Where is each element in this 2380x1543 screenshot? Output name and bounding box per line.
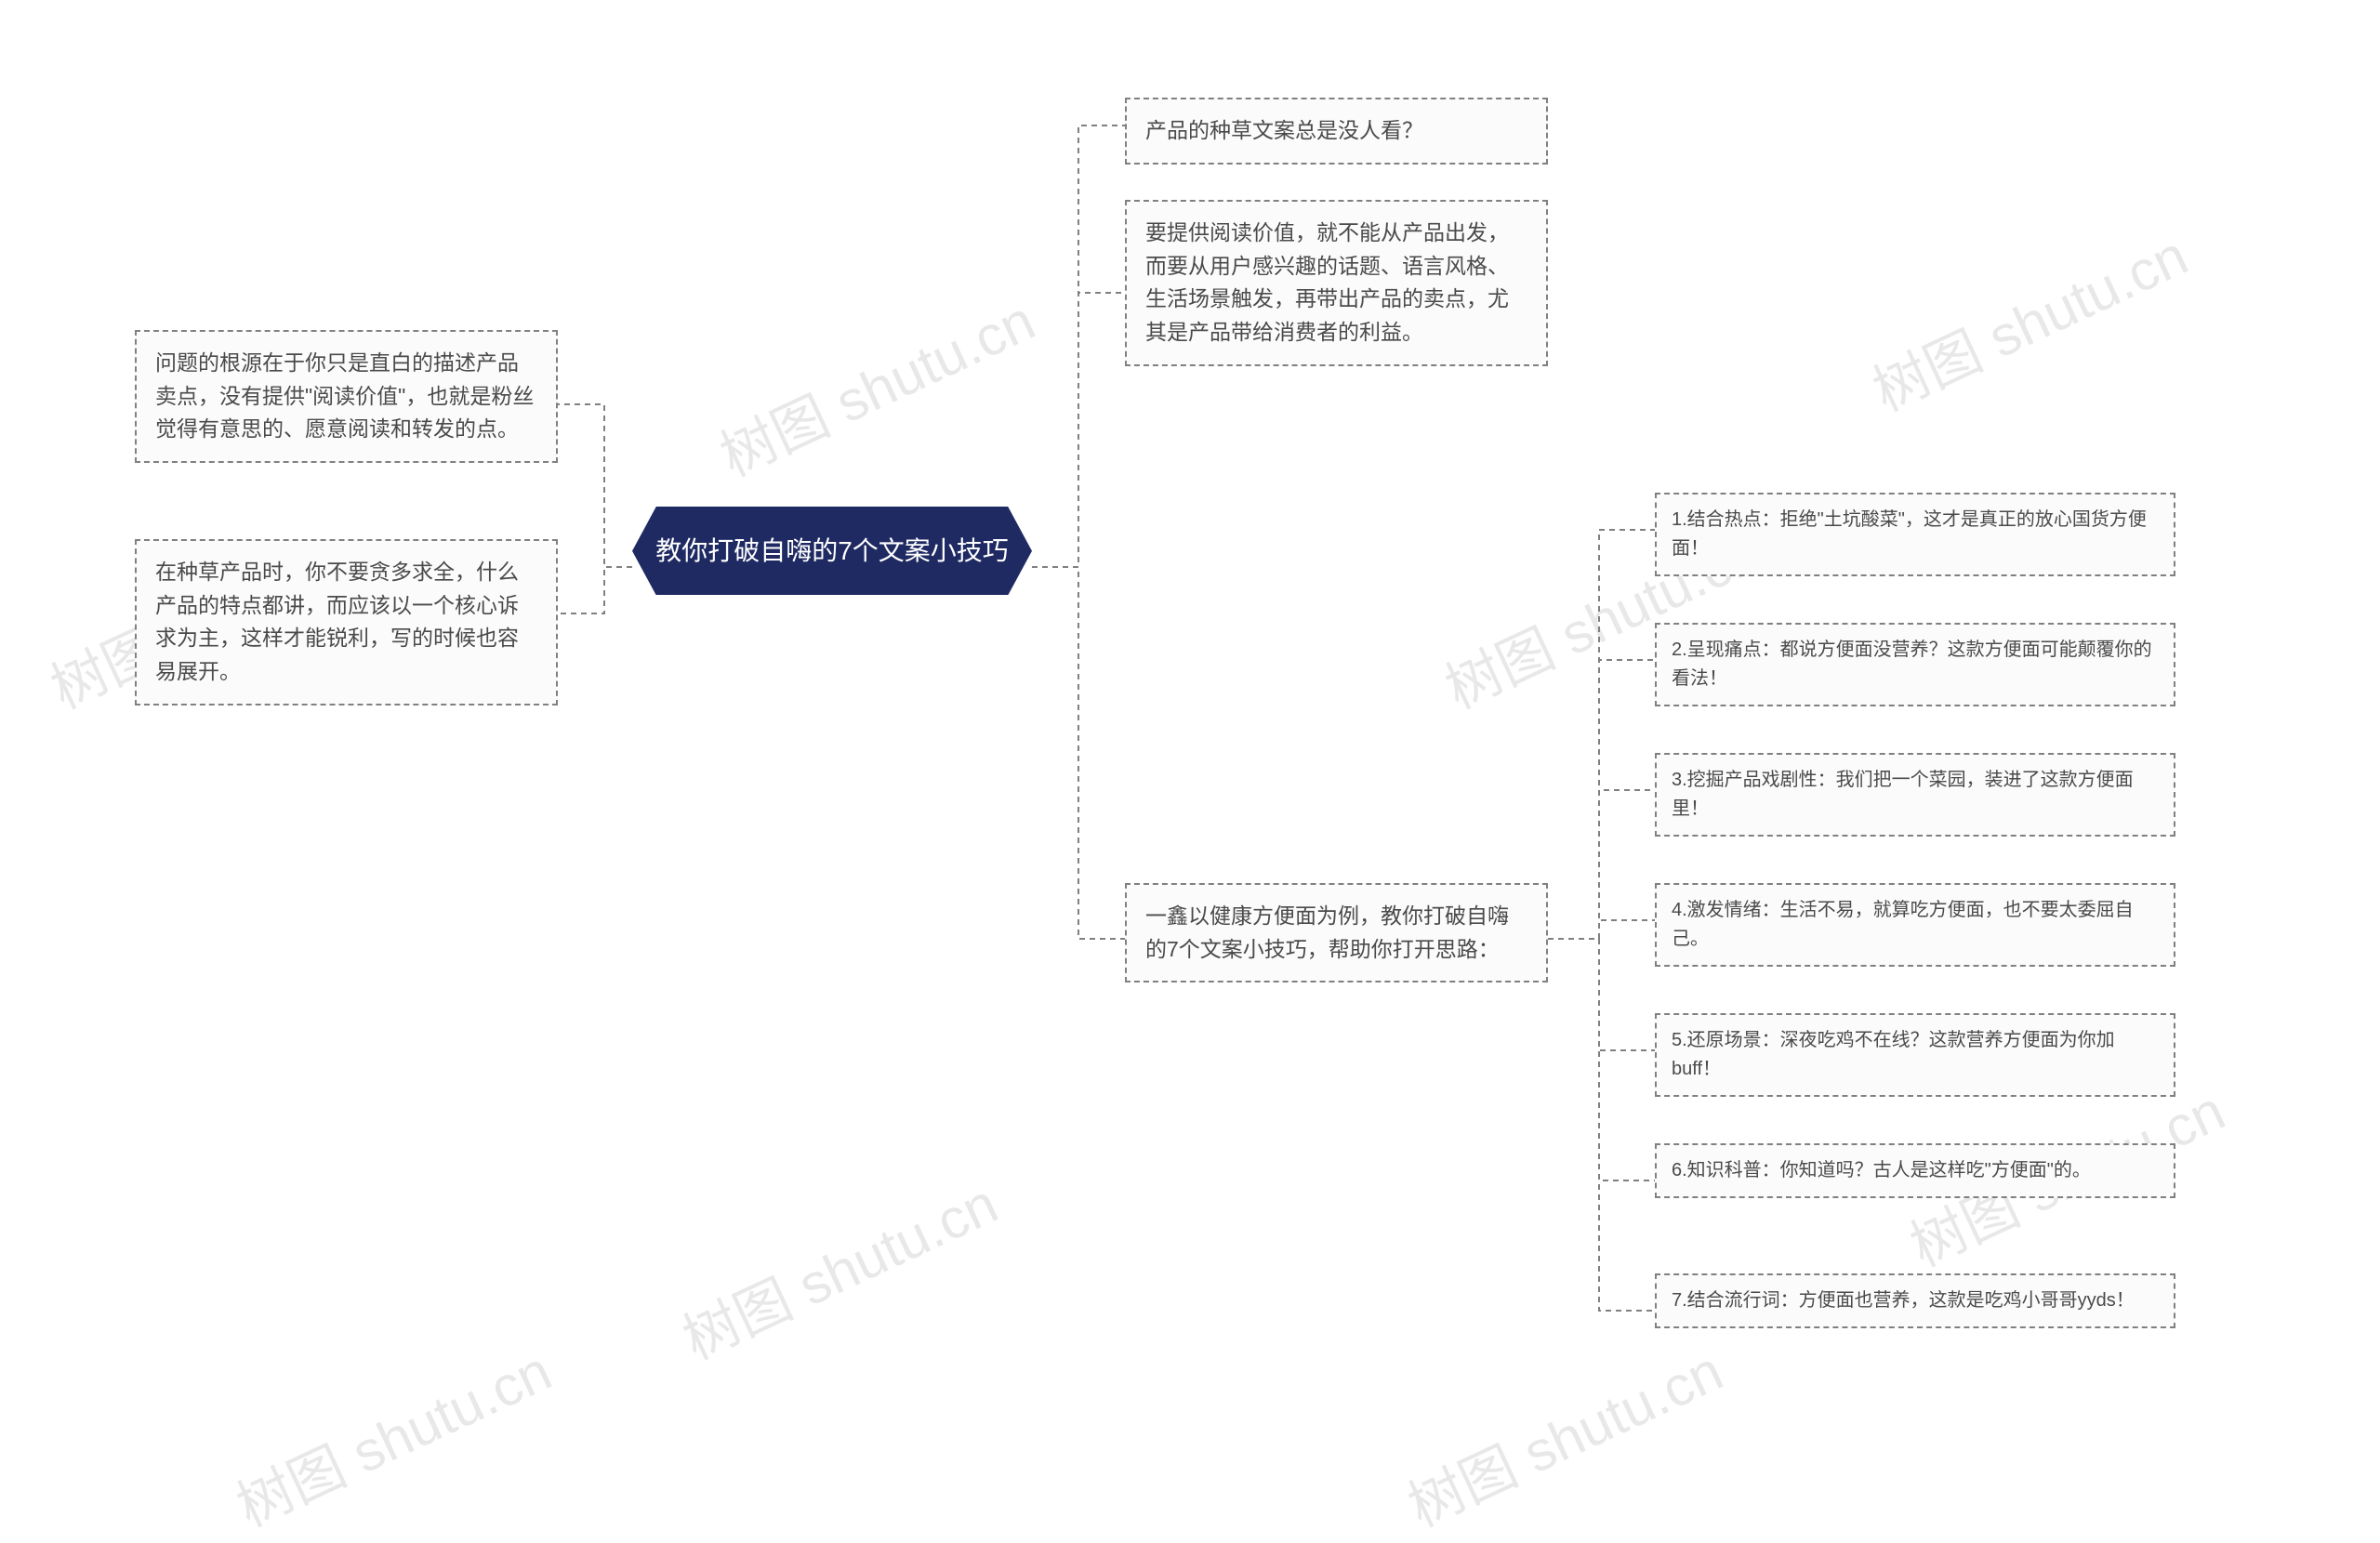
left-node-2[interactable]: 在种草产品时，你不要贪多求全，什么产品的特点都讲，而应该以一个核心诉求为主，这样… bbox=[135, 539, 558, 706]
watermark: 树图 shutu.cn bbox=[1394, 1326, 1734, 1542]
watermark: 树图 shutu.cn bbox=[222, 1326, 562, 1542]
tip-node-1[interactable]: 1.结合热点：拒绝"土坑酸菜"，这才是真正的放心国货方便面！ bbox=[1655, 493, 2175, 576]
watermark: 树图 shutu.cn bbox=[668, 1159, 1009, 1375]
tip-node-5[interactable]: 5.还原场景：深夜吃鸡不在线？这款营养方便面为你加buff！ bbox=[1655, 1013, 2175, 1097]
left-node-1[interactable]: 问题的根源在于你只是直白的描述产品卖点，没有提供"阅读价值"，也就是粉丝觉得有意… bbox=[135, 330, 558, 463]
tip-node-7[interactable]: 7.结合流行词：方便面也营养，这款是吃鸡小哥哥yyds！ bbox=[1655, 1273, 2175, 1328]
right-node-2[interactable]: 要提供阅读价值，就不能从产品出发，而要从用户感兴趣的话题、语言风格、生活场景触发… bbox=[1125, 200, 1548, 366]
root-node[interactable]: 教你打破自嗨的7个文案小技巧 bbox=[632, 507, 1032, 595]
right-node-1[interactable]: 产品的种草文案总是没人看？ bbox=[1125, 98, 1548, 165]
tip-node-2[interactable]: 2.呈现痛点：都说方便面没营养？这款方便面可能颠覆你的看法！ bbox=[1655, 623, 2175, 706]
watermark: 树图 shutu.cn bbox=[706, 276, 1046, 492]
mindmap-canvas: 树图 shutu.cn 树图 shutu.cn 树图 shutu.cn 树图 s… bbox=[0, 0, 2380, 1522]
tip-node-6[interactable]: 6.知识科普：你知道吗？古人是这样吃"方便面"的。 bbox=[1655, 1143, 2175, 1198]
watermark: 树图 shutu.cn bbox=[1858, 211, 2199, 427]
tip-node-4[interactable]: 4.激发情绪：生活不易，就算吃方便面，也不要太委屈自己。 bbox=[1655, 883, 2175, 967]
right-node-3[interactable]: 一鑫以健康方便面为例，教你打破自嗨的7个文案小技巧，帮助你打开思路： bbox=[1125, 883, 1548, 983]
tip-node-3[interactable]: 3.挖掘产品戏剧性：我们把一个菜园，装进了这款方便面里！ bbox=[1655, 753, 2175, 837]
